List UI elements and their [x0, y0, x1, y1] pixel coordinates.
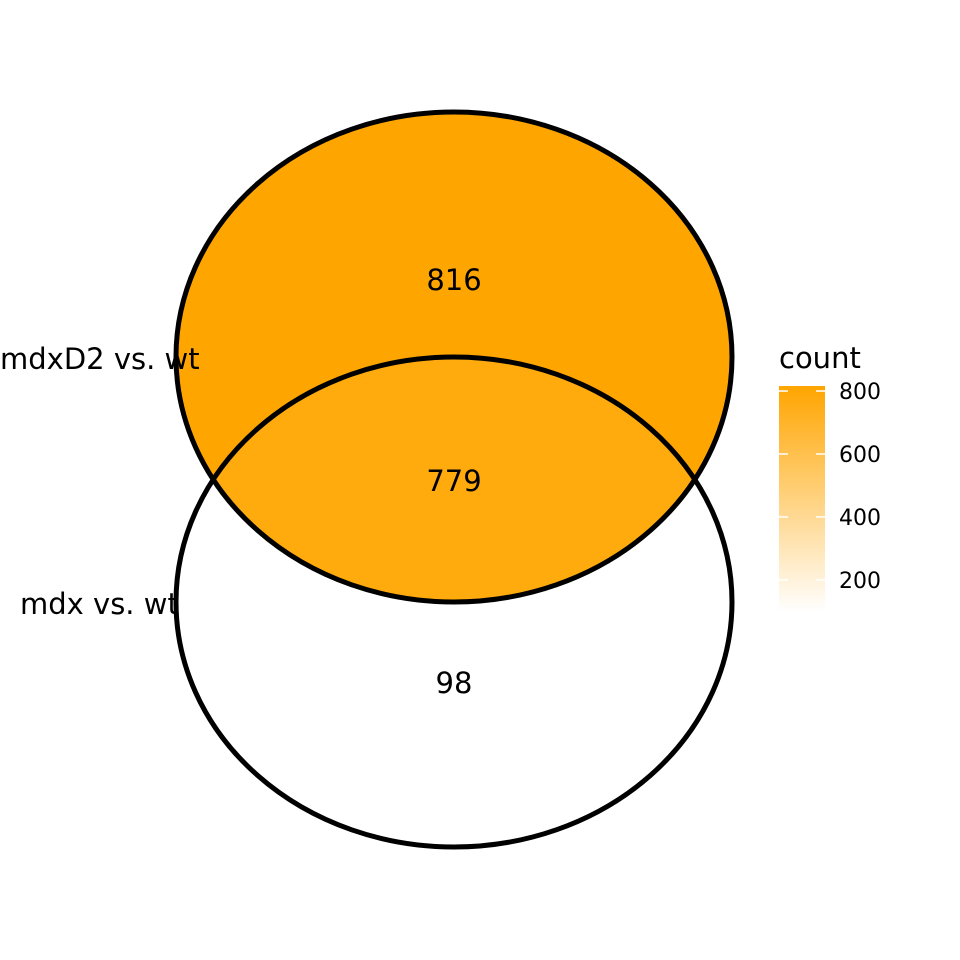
legend-tick-label: 800 — [839, 380, 881, 405]
legend-tick-label: 200 — [839, 569, 881, 594]
set-B-outline — [173, 354, 735, 850]
set-label-mdxD2: mdxD2 vs. wt — [0, 342, 200, 376]
count-A-only: 816 — [426, 263, 481, 297]
legend-colorbar — [779, 386, 825, 612]
legend-tick-label: 600 — [839, 443, 881, 468]
legend: count 800 600 400 200 — [779, 341, 881, 612]
set-label-mdx: mdx vs. wt — [20, 587, 179, 621]
legend-title: count — [779, 341, 861, 375]
legend-ticks: 800 600 400 200 — [779, 380, 881, 594]
set-A-outline — [173, 109, 735, 605]
legend-tick-label: 400 — [839, 506, 881, 531]
count-B-only: 98 — [436, 666, 473, 700]
region-A-and-B — [176, 357, 732, 602]
count-A-and-B: 779 — [426, 464, 481, 498]
